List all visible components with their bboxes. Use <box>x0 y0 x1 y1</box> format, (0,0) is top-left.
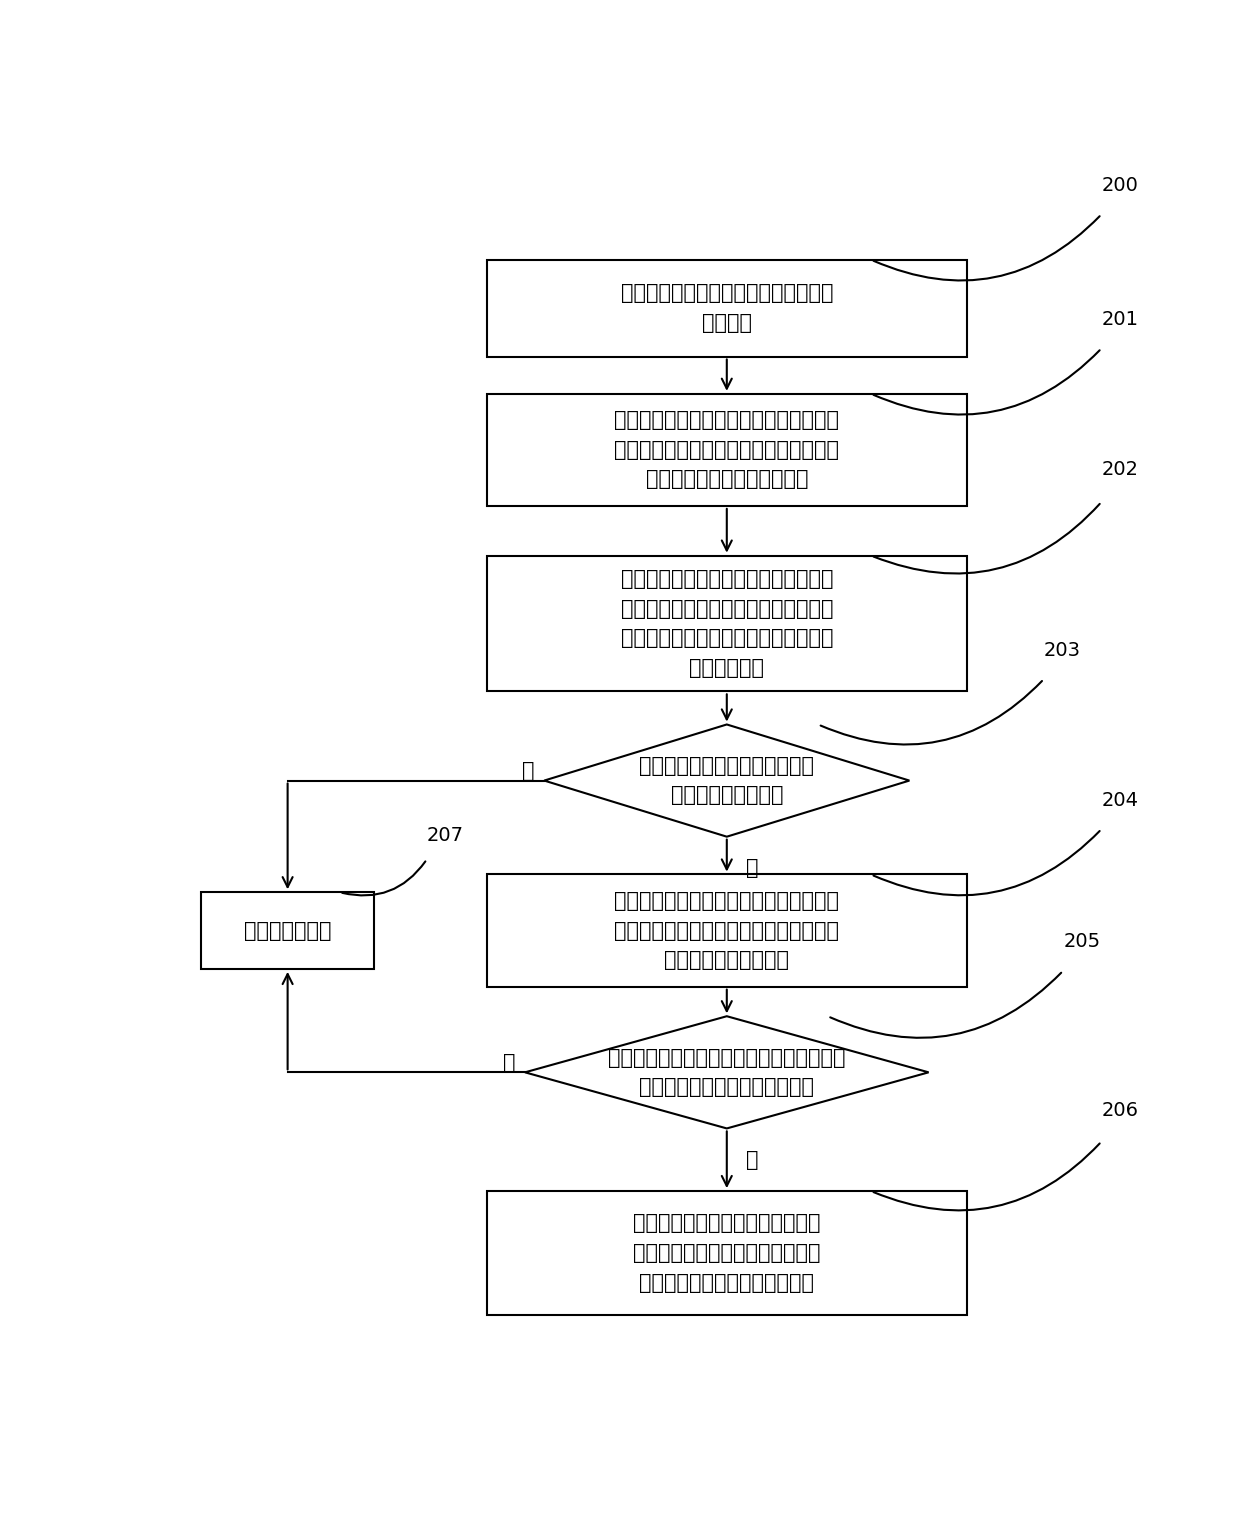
Text: 201: 201 <box>1101 310 1138 328</box>
FancyBboxPatch shape <box>486 394 967 506</box>
Text: 否: 否 <box>522 761 534 781</box>
FancyBboxPatch shape <box>486 555 967 692</box>
Text: 是: 是 <box>746 858 759 877</box>
FancyBboxPatch shape <box>486 1190 967 1315</box>
Text: 203: 203 <box>1044 641 1081 660</box>
Text: 207: 207 <box>427 825 464 845</box>
Text: 不设置潮汐车道: 不设置潮汐车道 <box>244 920 331 940</box>
Text: 将所述单向车流方向上的内侧车道
设置为潮汐车道，将所述潮汐设定
时段设置为潮汐车道的通行时段: 将所述单向车流方向上的内侧车道 设置为潮汐车道，将所述潮汐设定 时段设置为潮汐车… <box>634 1213 821 1293</box>
Polygon shape <box>525 1016 929 1129</box>
FancyBboxPatch shape <box>486 259 967 356</box>
Text: 根据所述通勤车辆的轨迹数据中的车辆位
置信息和车辆时间信息，确定所述通勤车
辆的行驶方向及行驶平均速度: 根据所述通勤车辆的轨迹数据中的车辆位 置信息和车辆时间信息，确定所述通勤车 辆的… <box>614 410 839 489</box>
Text: 206: 206 <box>1101 1101 1138 1120</box>
Text: 200: 200 <box>1101 176 1138 195</box>
FancyBboxPatch shape <box>201 893 374 969</box>
Text: 判断在所述潮汐设定时段内单向车流方向上
的车辆数是否满足第二预设条件: 判断在所述潮汐设定时段内单向车流方向上 的车辆数是否满足第二预设条件 <box>608 1048 846 1097</box>
Text: 采集路段在各设定时段内的通勤车辆的
轨迹数据: 采集路段在各设定时段内的通勤车辆的 轨迹数据 <box>620 284 833 333</box>
FancyBboxPatch shape <box>486 874 967 986</box>
Text: 利用所述通勤车辆的轨迹数据，确定在满
足第一预设条件对应的潮汐设定时段内双
向车流方向上的车辆数: 利用所述通勤车辆的轨迹数据，确定在满 足第一预设条件对应的潮汐设定时段内双 向车… <box>614 891 839 969</box>
Polygon shape <box>544 724 909 836</box>
Text: 202: 202 <box>1101 460 1138 479</box>
Text: 204: 204 <box>1101 790 1138 810</box>
Text: 是: 是 <box>746 1149 759 1170</box>
Text: 根据在设定时段内经过所述路段的所有
通勤车辆的行驶方向及行驶平均速度，
确定所述路段在各设定时段内的双向车
流的平均速度: 根据在设定时段内经过所述路段的所有 通勤车辆的行驶方向及行驶平均速度， 确定所述… <box>620 569 833 678</box>
Text: 判断所述双向车流的平均速度是
否满足第一预设条件: 判断所述双向车流的平均速度是 否满足第一预设条件 <box>640 756 815 805</box>
Text: 205: 205 <box>1063 933 1100 951</box>
Text: 否: 否 <box>503 1052 516 1072</box>
